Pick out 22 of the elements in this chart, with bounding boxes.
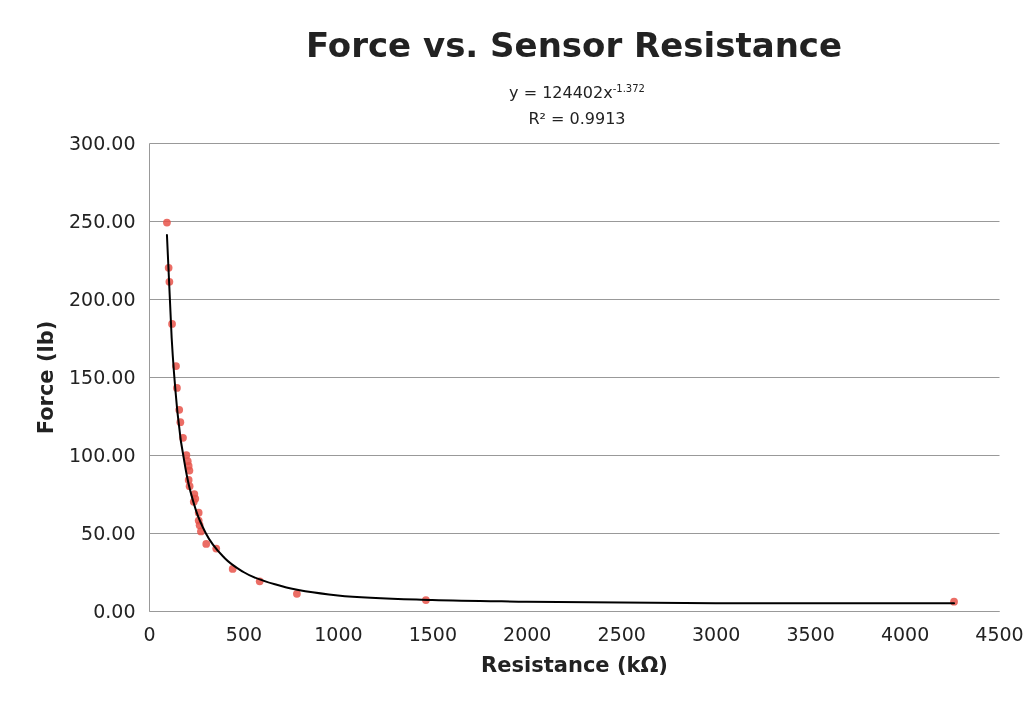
x-tick-label: 2000 [503,622,552,645]
chart-title: Force vs. Sensor Resistance [305,25,843,65]
text: R² = 0.9913 [527,108,627,131]
y-tick-label: 300.00 [69,131,136,154]
y-tick-label: 200.00 [69,287,136,310]
x-tick-label: 4000 [880,622,930,645]
y-tick-label: 0.00 [93,599,136,622]
x-tick-label: 500 [225,622,263,645]
x-axis-title: Resistance (kΩ) [481,652,668,677]
y-tick-label: 50.00 [81,521,136,544]
y-tick-label: 100.00 [69,443,136,466]
y-tick-label: 150.00 [69,365,136,388]
y-axis-title: Force (lb) [34,320,59,435]
y-tick-label: 250.00 [69,209,136,232]
x-tick-label: 1500 [408,622,458,645]
x-tick-label: 2500 [597,622,646,645]
x-tick-label: 3000 [691,622,741,645]
text: y = 124402x$^{-1.372}$ [508,82,646,105]
x-tick-label: 3500 [786,622,835,645]
x-tick-label: 1000 [314,622,363,645]
x-tick-label: 0 [143,622,156,645]
x-tick-label: 4500 [975,622,1024,645]
